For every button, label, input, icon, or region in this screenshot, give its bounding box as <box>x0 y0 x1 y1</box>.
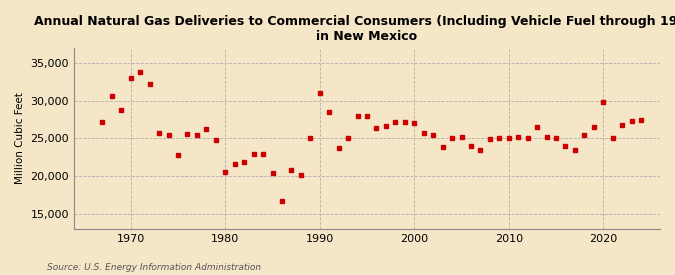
Y-axis label: Million Cubic Feet: Million Cubic Feet <box>15 93 25 185</box>
Title: Annual Natural Gas Deliveries to Commercial Consumers (Including Vehicle Fuel th: Annual Natural Gas Deliveries to Commerc… <box>34 15 675 43</box>
Text: Source: U.S. Energy Information Administration: Source: U.S. Energy Information Administ… <box>47 263 261 272</box>
